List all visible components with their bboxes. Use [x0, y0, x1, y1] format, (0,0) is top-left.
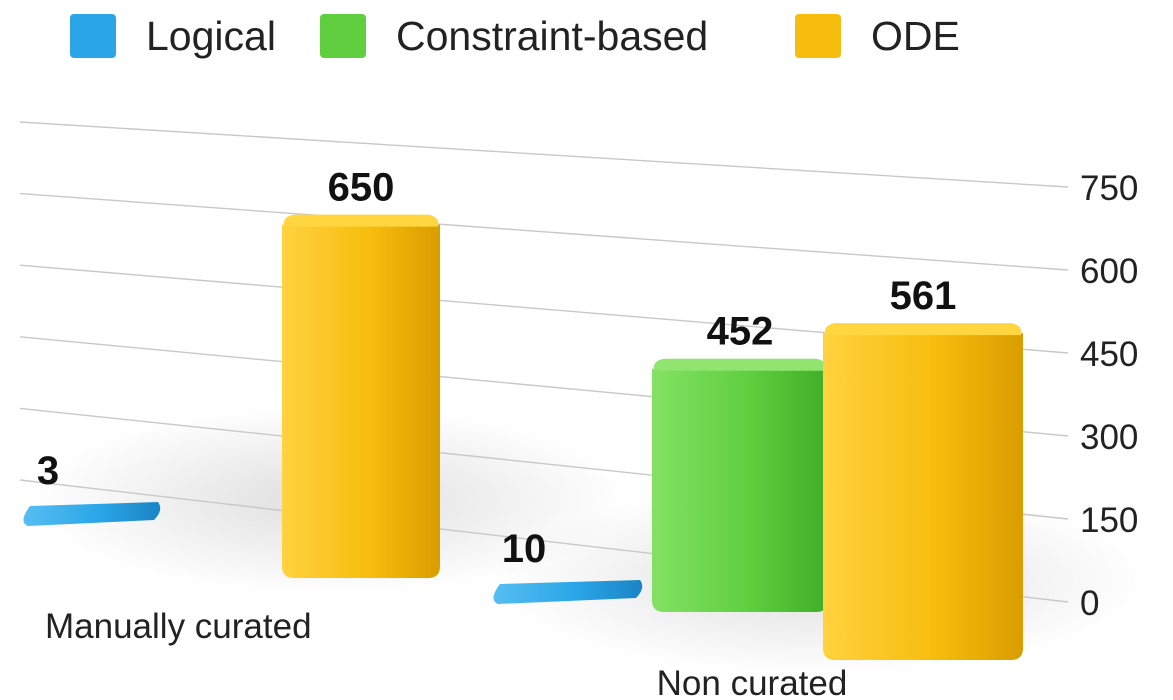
data-label: 561	[890, 274, 957, 318]
y-tick-label: 750	[1080, 169, 1138, 208]
bars	[23, 214, 1023, 660]
y-axis-ticks: 0 150 300 450 600 750	[1080, 169, 1138, 623]
y-tick-label: 600	[1080, 252, 1138, 291]
legend-item-logical: Logical	[70, 12, 276, 59]
data-label: 10	[502, 527, 547, 571]
bar-logical	[493, 580, 643, 604]
y-tick-label: 150	[1080, 501, 1138, 540]
bar-top	[653, 358, 827, 371]
bar-constraint-based	[652, 358, 828, 612]
bar-body	[823, 333, 1023, 660]
legend-swatch-ode	[795, 14, 841, 58]
y-tick-label: 450	[1080, 335, 1138, 374]
gridline	[19, 121, 1069, 188]
legend-label-ode: ODE	[871, 12, 960, 59]
category-labels: Manually curated Non curated	[45, 607, 847, 700]
y-tick-label: 0	[1080, 584, 1099, 623]
bar-top	[824, 323, 1022, 336]
data-labels: 3 650 10 452 561	[37, 166, 957, 571]
bar-ode	[282, 214, 440, 578]
legend-label-constraint-based: Constraint-based	[396, 12, 709, 59]
category-label: Manually curated	[45, 607, 312, 646]
legend-item-ode: ODE	[795, 12, 960, 59]
legend-swatch-constraint-based	[320, 14, 366, 58]
data-label: 3	[37, 449, 59, 493]
legend: Logical Constraint-based ODE	[0, 0, 1173, 80]
legend-swatch-logical	[70, 14, 116, 58]
gridline	[19, 192, 1069, 271]
legend-label-logical: Logical	[146, 12, 276, 59]
category-label: Non curated	[657, 664, 848, 700]
bar-body	[23, 502, 161, 526]
legend-item-constraint-based: Constraint-based	[320, 12, 709, 59]
bar-body	[282, 224, 440, 578]
data-label: 650	[328, 166, 395, 210]
y-tick-label: 300	[1080, 418, 1138, 457]
bar-logical	[23, 502, 161, 526]
bar-body	[652, 368, 828, 612]
bar-body	[493, 580, 643, 604]
data-label: 452	[707, 310, 774, 354]
bar-ode	[823, 323, 1023, 660]
bar-top	[283, 214, 439, 227]
